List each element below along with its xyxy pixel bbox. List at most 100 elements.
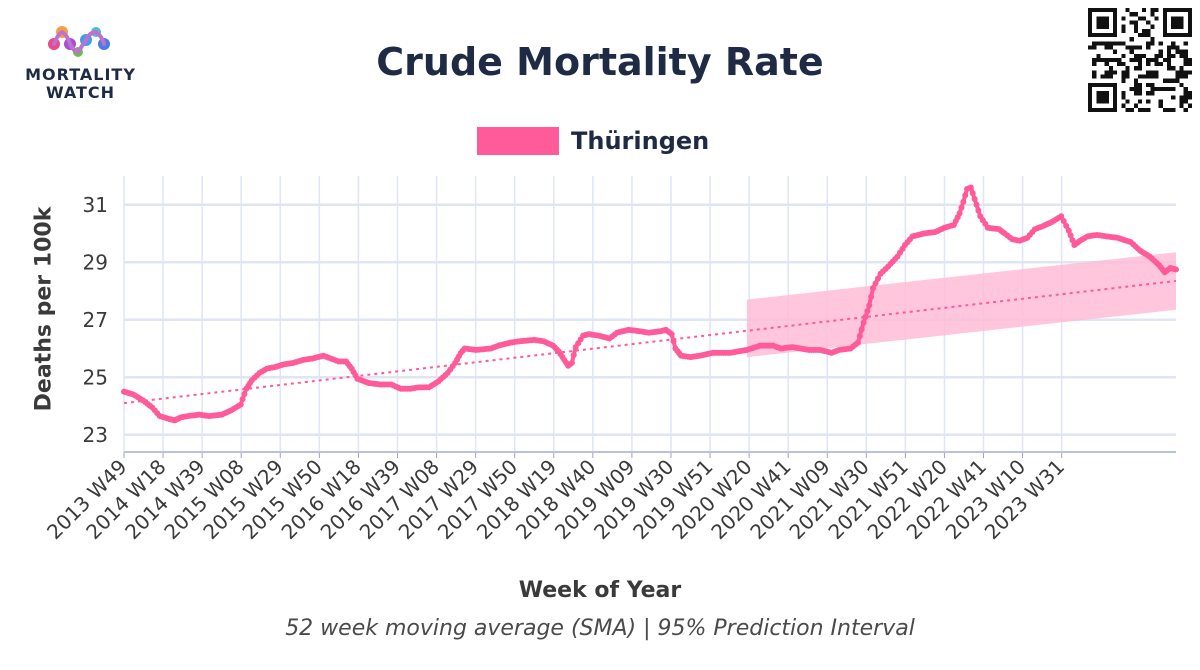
qr-module	[1171, 32, 1176, 38]
qr-module	[1108, 8, 1113, 13]
qr-module	[1104, 62, 1109, 67]
qr-module	[1125, 99, 1130, 104]
qr-module	[1092, 41, 1097, 46]
qr-module	[1108, 45, 1113, 50]
qr-module	[1171, 16, 1176, 21]
qr-module	[1179, 74, 1184, 79]
qr-module	[1171, 78, 1176, 83]
qr-module	[1133, 20, 1138, 25]
qr-module	[1117, 62, 1122, 67]
qr-module	[1150, 91, 1155, 96]
qr-module	[1167, 45, 1172, 50]
qr-module	[1142, 16, 1147, 21]
qr-module	[1133, 53, 1138, 58]
qr-module	[1121, 53, 1126, 58]
qr-module	[1117, 41, 1122, 46]
qr-module	[1137, 74, 1143, 79]
qr-module	[1108, 57, 1113, 63]
qr-module	[1096, 82, 1101, 88]
data-point	[668, 331, 675, 338]
legend[interactable]: Thüringen	[477, 124, 709, 158]
qr-module	[1121, 103, 1126, 108]
qr-module	[1129, 87, 1134, 92]
qr-module	[1167, 107, 1172, 112]
qr-module	[1171, 45, 1176, 50]
qr-module	[1096, 41, 1101, 46]
qr-module	[1092, 8, 1097, 13]
qr-module	[1104, 57, 1109, 63]
qr-module	[1162, 32, 1168, 38]
qr-module	[1125, 8, 1130, 13]
qr-module	[1187, 24, 1192, 29]
qr-module	[1121, 74, 1126, 79]
qr-module	[1112, 28, 1118, 33]
qr-module	[1088, 99, 1093, 104]
qr-module	[1108, 66, 1113, 71]
trend-layer	[123, 279, 1177, 405]
qr-module	[1183, 74, 1188, 79]
y-tick-label: 23	[83, 423, 108, 447]
prediction-interval-layer	[746, 252, 1176, 358]
data-point	[1173, 266, 1179, 273]
qr-module	[1150, 87, 1155, 92]
qr-module	[1187, 20, 1192, 25]
qr-module	[1162, 20, 1168, 25]
qr-module	[1092, 82, 1097, 88]
qr-module	[1137, 99, 1143, 104]
qr-module	[1175, 32, 1180, 38]
qr-module	[1112, 87, 1118, 92]
qr-module	[1146, 28, 1151, 33]
qr-module	[1154, 53, 1159, 58]
y-tick-label: 27	[83, 308, 108, 332]
qr-module	[1121, 16, 1126, 21]
qr-module	[1112, 20, 1118, 25]
qr-module	[1171, 41, 1176, 46]
qr-module	[1096, 8, 1101, 13]
qr-module	[1175, 45, 1180, 50]
qr-module	[1150, 12, 1155, 17]
qr-module	[1133, 66, 1138, 71]
qr-module	[1096, 57, 1101, 63]
qr-module	[1104, 95, 1109, 100]
qr-module	[1108, 107, 1113, 112]
qr-module	[1171, 87, 1176, 92]
qr-module	[1183, 32, 1188, 38]
data-point	[870, 285, 877, 292]
qr-module	[1104, 45, 1109, 50]
data-point	[568, 359, 575, 366]
qr-module	[1133, 78, 1138, 83]
qr-module	[1167, 87, 1172, 92]
qr-module	[1129, 107, 1134, 112]
qr-module	[1179, 53, 1184, 58]
qr-module	[1104, 74, 1109, 79]
qr-module	[1129, 49, 1134, 54]
qr-module	[1096, 91, 1101, 96]
qr-module	[1117, 57, 1122, 63]
qr-module	[1167, 49, 1172, 54]
y-tick-label: 31	[83, 193, 108, 217]
data-point	[866, 302, 873, 309]
data-point	[1067, 232, 1074, 239]
qr-module	[1088, 45, 1093, 50]
qr-module	[1150, 37, 1155, 42]
qr-module	[1162, 78, 1168, 83]
data-point	[670, 338, 677, 345]
qr-module	[1146, 45, 1151, 50]
qr-module	[1183, 41, 1188, 46]
qr-module	[1121, 70, 1126, 75]
qr-module	[1158, 53, 1163, 58]
qr-module	[1187, 16, 1192, 21]
qr-module	[1142, 8, 1147, 13]
qr-module	[1167, 32, 1172, 38]
legend-swatch	[477, 127, 559, 155]
qr-module	[1100, 95, 1105, 100]
qr-module	[1167, 66, 1172, 71]
qr-module	[1104, 16, 1109, 21]
qr-module	[1096, 20, 1101, 25]
qr-module	[1137, 45, 1143, 50]
qr-module	[1092, 57, 1097, 63]
qr-module	[1121, 62, 1126, 67]
qr-module	[1171, 107, 1176, 112]
qr-module	[1088, 8, 1093, 13]
qr-module	[1162, 57, 1168, 63]
